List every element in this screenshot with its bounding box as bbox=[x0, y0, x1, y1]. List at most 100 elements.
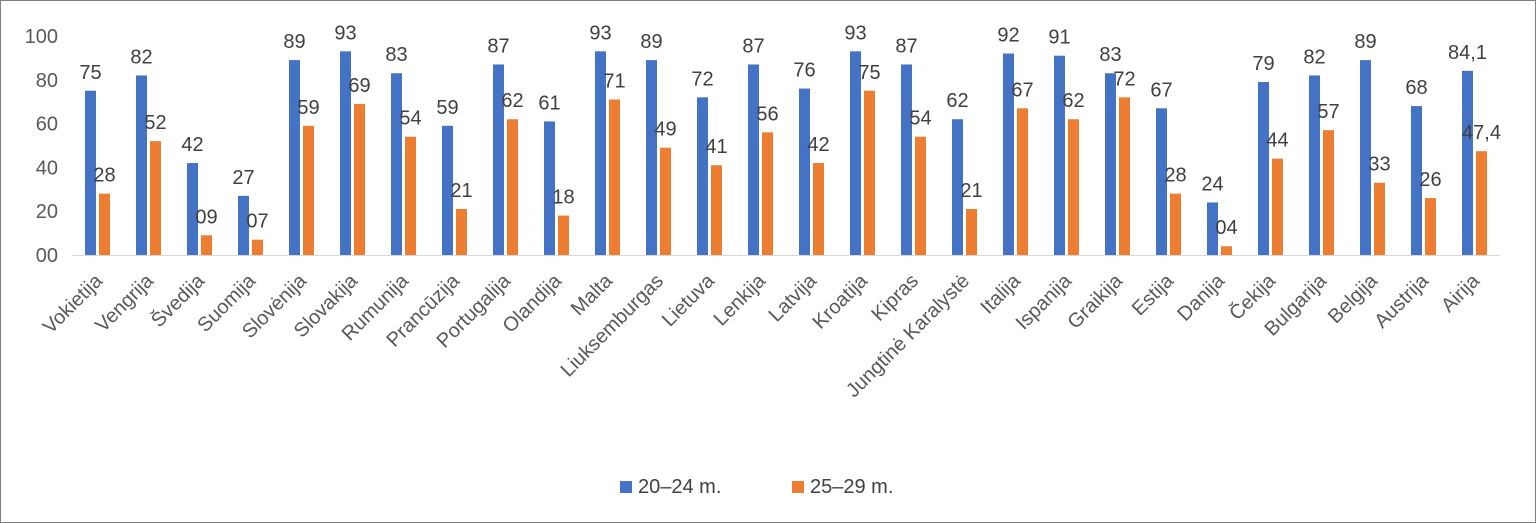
data-label: 75 bbox=[79, 62, 101, 84]
bar-series-1 bbox=[493, 64, 504, 255]
data-label: 72 bbox=[1113, 68, 1135, 90]
y-tick-label: 40 bbox=[36, 157, 58, 179]
data-label: 67 bbox=[1011, 79, 1033, 101]
data-label: 21 bbox=[960, 180, 982, 202]
bar-series-2 bbox=[1068, 119, 1079, 255]
data-label: 76 bbox=[793, 60, 815, 82]
data-label: 57 bbox=[1317, 101, 1339, 123]
bar-series-2 bbox=[1170, 193, 1181, 255]
data-label: 27 bbox=[232, 167, 254, 189]
legend-label: 25–29 m. bbox=[810, 476, 893, 498]
bar-series-1 bbox=[238, 195, 249, 255]
bar-series-1 bbox=[850, 51, 861, 255]
data-label: 28 bbox=[93, 165, 115, 187]
bar-series-1 bbox=[901, 64, 912, 255]
data-label: 84,1 bbox=[1448, 42, 1487, 64]
bar-series-2 bbox=[1119, 97, 1130, 255]
data-label: 54 bbox=[399, 108, 421, 130]
bar-series-1 bbox=[391, 73, 402, 255]
x-category-label: Airija bbox=[1437, 269, 1485, 317]
bar-series-1 bbox=[697, 97, 708, 255]
x-category-label: Lenkija bbox=[710, 269, 771, 330]
bar-series-2 bbox=[1017, 108, 1028, 256]
data-label: 72 bbox=[691, 68, 713, 90]
data-label: 89 bbox=[640, 31, 662, 53]
data-label: 54 bbox=[909, 108, 931, 130]
data-label: 62 bbox=[1062, 90, 1084, 112]
bar-series-2 bbox=[1476, 151, 1487, 255]
x-category-label: Ispanija bbox=[1012, 269, 1077, 334]
bar-series-2 bbox=[303, 125, 314, 255]
bar-series-2 bbox=[354, 103, 365, 255]
bar-series-1 bbox=[1360, 60, 1371, 256]
data-label: 89 bbox=[283, 31, 305, 53]
data-label: 42 bbox=[807, 134, 829, 156]
bar-series-2 bbox=[201, 235, 212, 255]
x-category-label: Austrija bbox=[1370, 269, 1433, 332]
bar-series-1 bbox=[646, 60, 657, 256]
bar-series-2 bbox=[1323, 130, 1334, 255]
y-tick-label: 100 bbox=[25, 26, 58, 48]
data-label: 87 bbox=[742, 35, 764, 57]
data-label: 18 bbox=[552, 187, 574, 209]
bar-series-2 bbox=[405, 136, 416, 255]
x-category-label: Estija bbox=[1128, 269, 1179, 320]
data-label: 33 bbox=[1368, 154, 1390, 176]
data-label: 87 bbox=[895, 35, 917, 57]
bar-series-2 bbox=[252, 239, 263, 255]
bar-series-2 bbox=[1374, 182, 1385, 255]
data-label: 62 bbox=[946, 90, 968, 112]
data-label: 59 bbox=[297, 97, 319, 119]
x-category-label: Graikija bbox=[1064, 269, 1128, 333]
data-label: 28 bbox=[1164, 165, 1186, 187]
data-label: 87 bbox=[487, 35, 509, 57]
data-label: 41 bbox=[705, 136, 727, 158]
data-label: 79 bbox=[1252, 53, 1274, 75]
bar-series-1 bbox=[1462, 70, 1473, 255]
y-tick-label: 60 bbox=[36, 114, 58, 136]
bar-series-1 bbox=[952, 119, 963, 255]
bar-series-1 bbox=[1054, 55, 1065, 256]
bar-series-2 bbox=[456, 209, 467, 255]
data-label: 89 bbox=[1354, 31, 1376, 53]
bar-series-2 bbox=[99, 193, 110, 255]
data-label: 93 bbox=[589, 22, 611, 44]
y-tick-label: 20 bbox=[36, 201, 58, 223]
data-label: 42 bbox=[181, 134, 203, 156]
data-label: 92 bbox=[997, 25, 1019, 47]
data-label: 09 bbox=[195, 206, 217, 228]
data-label: 71 bbox=[603, 71, 625, 93]
data-label: 75 bbox=[858, 62, 880, 84]
data-label: 07 bbox=[246, 211, 268, 233]
x-category-label: Danija bbox=[1173, 269, 1229, 325]
bar-series-1 bbox=[544, 121, 555, 255]
data-label: 83 bbox=[1099, 44, 1121, 66]
data-label: 62 bbox=[501, 90, 523, 112]
data-label: 91 bbox=[1048, 27, 1070, 49]
bar-series-1 bbox=[289, 60, 300, 256]
bar-series-2 bbox=[609, 99, 620, 255]
data-label: 04 bbox=[1215, 217, 1237, 239]
data-label: 68 bbox=[1405, 77, 1427, 99]
legend-swatch bbox=[620, 481, 632, 493]
bar-series-1 bbox=[85, 90, 96, 255]
data-label: 82 bbox=[1303, 46, 1325, 68]
data-label: 61 bbox=[538, 92, 560, 114]
bar-series-2 bbox=[150, 141, 161, 255]
x-category-label: Kroatija bbox=[809, 269, 873, 333]
data-label: 56 bbox=[756, 103, 778, 125]
data-label: 69 bbox=[348, 75, 370, 97]
bar-series-1 bbox=[136, 75, 147, 255]
bar-series-2 bbox=[813, 163, 824, 255]
bar-series-2 bbox=[1221, 246, 1232, 255]
bar-series-2 bbox=[1425, 198, 1436, 255]
data-label: 21 bbox=[450, 180, 472, 202]
bar-series-1 bbox=[1105, 73, 1116, 255]
data-label: 26 bbox=[1419, 169, 1441, 191]
bar-series-2 bbox=[558, 215, 569, 255]
bar-series-2 bbox=[711, 165, 722, 255]
x-category-label: Vengrija bbox=[91, 269, 158, 336]
legend-label: 20–24 m. bbox=[638, 476, 721, 498]
